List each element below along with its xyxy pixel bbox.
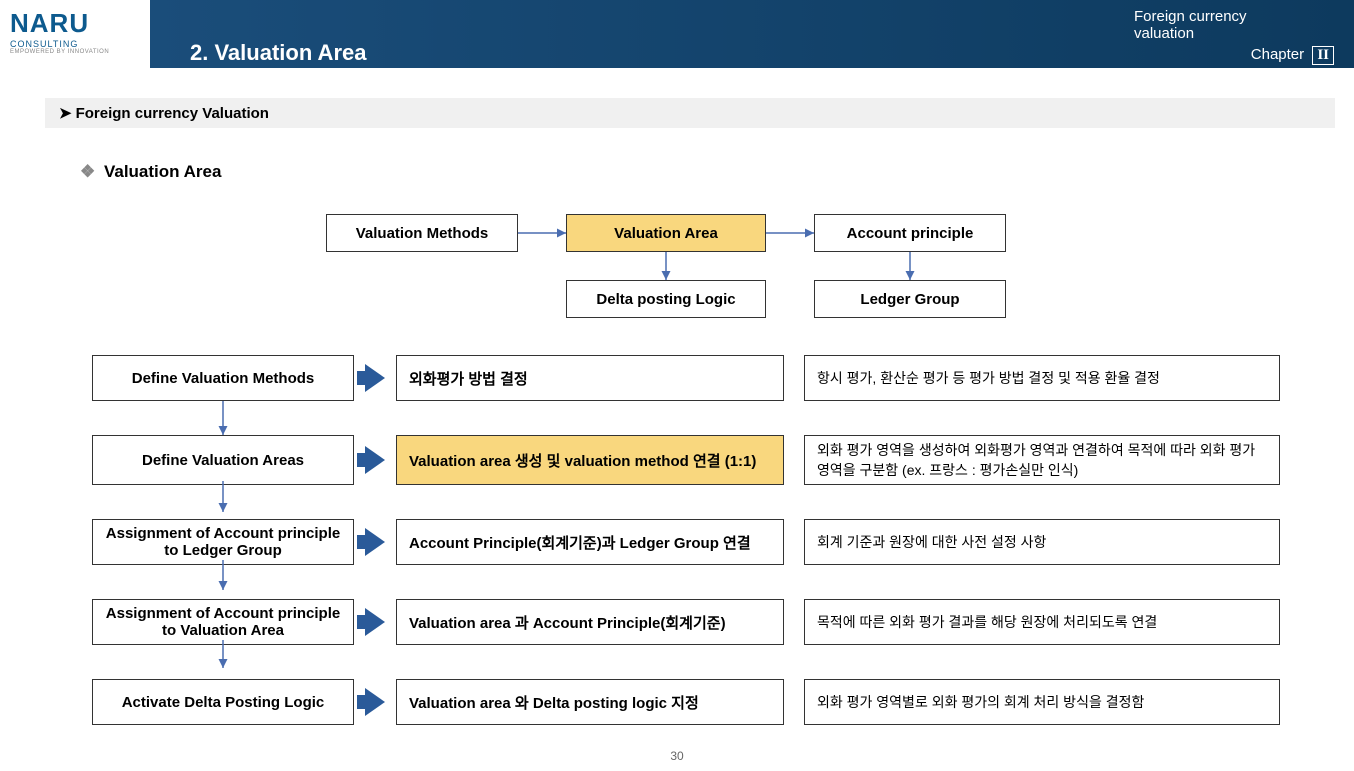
section-bar: Foreign currency Valuation — [45, 98, 1335, 128]
logo: NARU CONSULTING EMPOWERED BY INNOVATION — [10, 8, 150, 55]
step-left: Define Valuation Areas — [92, 435, 354, 485]
steps-container: Define Valuation Methods 외화평가 방법 결정 항시 평가,… — [92, 355, 1292, 759]
logo-tag: EMPOWERED BY INNOVATION — [10, 49, 150, 55]
step-left: Define Valuation Methods — [92, 355, 354, 401]
step-row: Define Valuation Methods 외화평가 방법 결정 항시 평가,… — [92, 355, 1292, 401]
step-mid: Account Principle(회계기준)과 Ledger Group 연결 — [396, 519, 784, 565]
page-number: 30 — [0, 749, 1354, 763]
step-right: 목적에 따른 외화 평가 결과를 해당 원장에 처리되도록 연결 — [804, 599, 1280, 645]
step-left: Activate Delta Posting Logic — [92, 679, 354, 725]
flow-box-dpl: Delta posting Logic — [566, 280, 766, 318]
flow-box-ap: Account principle — [814, 214, 1006, 252]
arrow-right-icon — [354, 435, 396, 485]
step-mid: Valuation area 생성 및 valuation method 연결 … — [396, 435, 784, 485]
step-right: 외화 평가 영역을 생성하여 외화평가 영역과 연결하여 목적에 따라 외화 평… — [804, 435, 1280, 485]
header-topic-line1: Foreign currency — [1134, 8, 1334, 25]
step-left: Assignment of Account principle to Ledge… — [92, 519, 354, 565]
chapter-number: II — [1312, 46, 1334, 65]
top-flow-diagram: Valuation Methods Valuation Area Account p… — [0, 208, 1354, 318]
step-row: Define Valuation Areas Valuation area 생성 … — [92, 435, 1292, 485]
header-topic: Foreign currency valuation — [1134, 8, 1334, 42]
step-right: 항시 평가, 환산순 평가 등 평가 방법 결정 및 적용 환율 결정 — [804, 355, 1280, 401]
logo-sub: CONSULTING — [10, 39, 150, 49]
step-row: Activate Delta Posting Logic Valuation ar… — [92, 679, 1292, 725]
flow-box-va: Valuation Area — [566, 214, 766, 252]
subsection-label: Valuation Area — [80, 162, 221, 182]
arrow-right-icon — [354, 355, 396, 401]
step-mid: 외화평가 방법 결정 — [396, 355, 784, 401]
subsection-text: Valuation Area — [104, 162, 221, 181]
section-bar-text: Foreign currency Valuation — [76, 105, 269, 122]
step-right: 외화 평가 영역별로 외화 평가의 회계 처리 방식을 결정함 — [804, 679, 1280, 725]
chapter-text: Chapter — [1251, 46, 1304, 63]
flow-box-vm: Valuation Methods — [326, 214, 518, 252]
arrow-right-icon — [354, 519, 396, 565]
step-right: 회계 기준과 원장에 대한 사전 설정 사항 — [804, 519, 1280, 565]
section-title: 2. Valuation Area — [190, 40, 366, 66]
step-mid: Valuation area 와 Delta posting logic 지정 — [396, 679, 784, 725]
logo-main: NARU — [10, 8, 150, 39]
step-row: Assignment of Account principle to Valua… — [92, 599, 1292, 645]
header-topic-line2: valuation — [1134, 25, 1334, 42]
flow-box-lg: Ledger Group — [814, 280, 1006, 318]
step-left: Assignment of Account principle to Valua… — [92, 599, 354, 645]
arrow-right-icon — [354, 599, 396, 645]
step-mid: Valuation area 과 Account Principle(회계기준) — [396, 599, 784, 645]
step-row: Assignment of Account principle to Ledge… — [92, 519, 1292, 565]
chapter-label: Chapter II — [1251, 46, 1334, 65]
arrow-right-icon — [354, 679, 396, 725]
